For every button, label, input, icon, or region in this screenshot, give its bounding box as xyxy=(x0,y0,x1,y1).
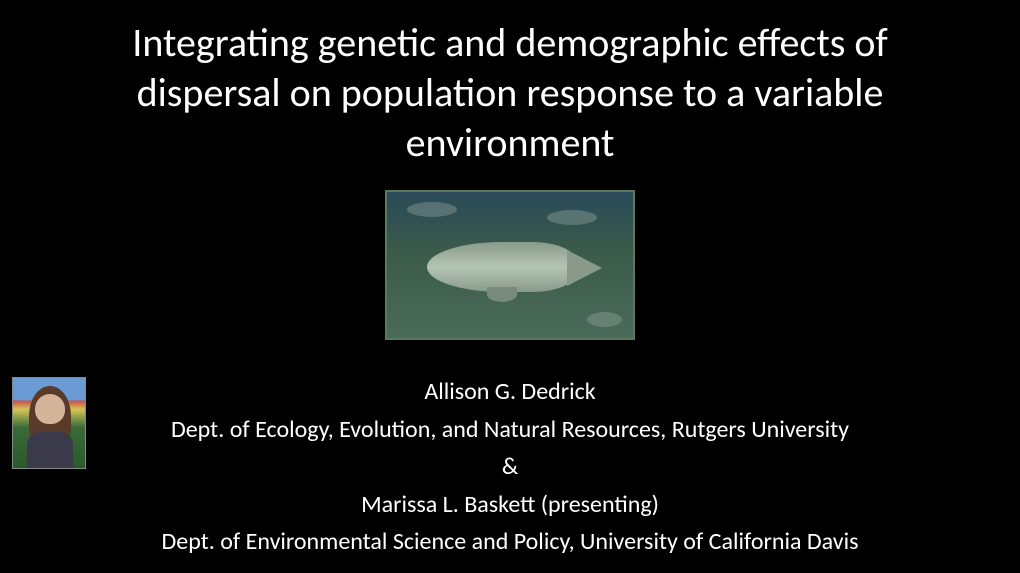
salmon-photo xyxy=(385,190,635,340)
authors-block: Allison G. Dedrick Dept. of Ecology, Evo… xyxy=(0,375,1020,563)
author1-affiliation: Dept. of Ecology, Evolution, and Natural… xyxy=(0,413,1020,447)
author2-affiliation: Dept. of Environmental Science and Polic… xyxy=(0,525,1020,559)
author1-name: Allison G. Dedrick xyxy=(0,375,1020,409)
author2-name: Marissa L. Baskett (presenting) xyxy=(0,488,1020,522)
slide-title: Integrating genetic and demographic effe… xyxy=(0,0,1020,168)
author-separator: & xyxy=(0,450,1020,484)
center-image-container xyxy=(0,190,1020,340)
